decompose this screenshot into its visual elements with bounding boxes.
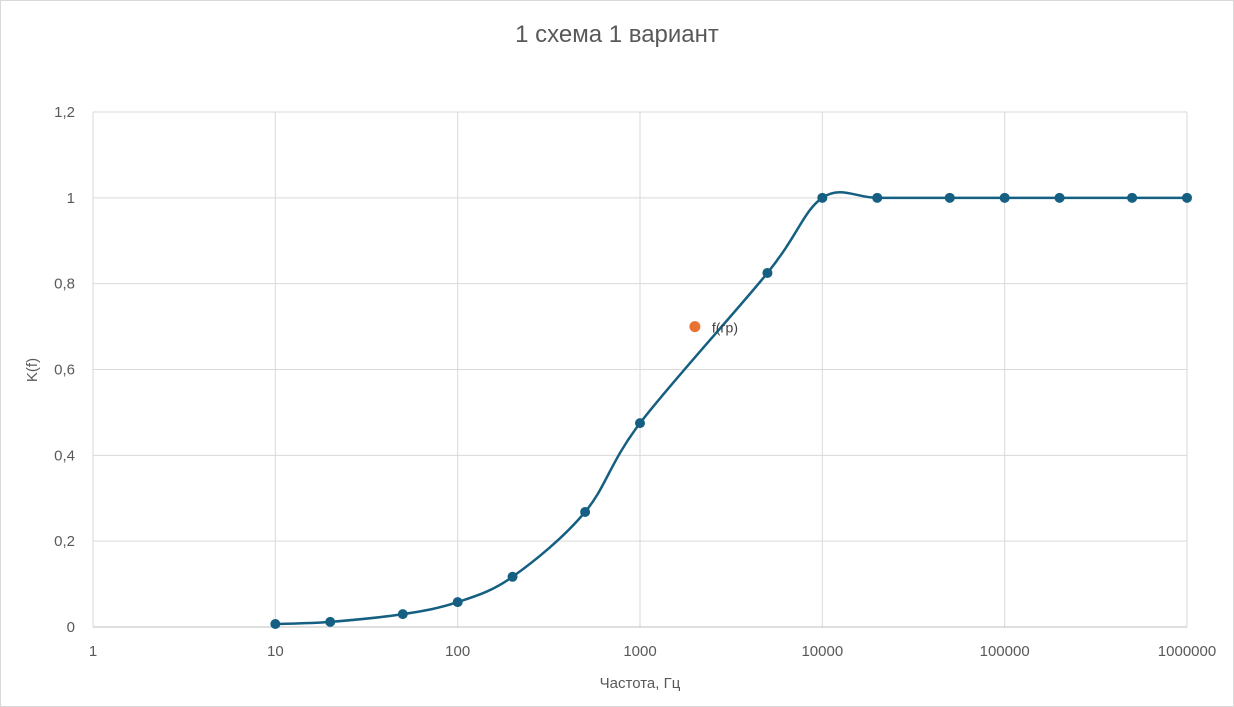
annotation-point	[689, 321, 701, 333]
y-axis-title: K(f)	[24, 358, 41, 382]
data-point	[944, 192, 955, 203]
data-point	[1054, 192, 1065, 203]
data-point	[580, 506, 591, 517]
x-tick-label: 10	[267, 643, 284, 660]
series	[275, 191, 1187, 626]
y-tick-label: 1,2	[54, 104, 75, 121]
x-tick-label: 100000	[980, 643, 1030, 660]
axes: 0 0,2 0,4 0,6 0,8 1 1,2 1 10 100 1000 10000 100000 10…	[54, 104, 1216, 660]
data-point	[817, 192, 828, 203]
x-tick-label: 1000	[623, 643, 656, 660]
x-axis-title: Частота, Гц	[600, 675, 681, 692]
y-tick-label: 0	[67, 619, 75, 636]
data-point	[762, 267, 773, 278]
annotation-label: f(гр)	[712, 320, 738, 336]
annotations: f(гр)	[689, 320, 738, 336]
data-point	[999, 192, 1010, 203]
data-point	[270, 618, 281, 629]
data-point	[1182, 192, 1192, 203]
chart-title: 1 схема 1 вариант	[515, 21, 719, 48]
data-point	[452, 597, 463, 608]
x-tick-label: 1	[89, 643, 97, 660]
y-tick-label: 0,8	[54, 276, 75, 293]
data-point	[325, 616, 336, 627]
data-point	[635, 418, 645, 429]
x-tick-label: 1000000	[1158, 643, 1216, 660]
data-point	[872, 192, 883, 203]
y-tick-label: 1	[67, 190, 75, 207]
x-tick-label: 100	[445, 643, 470, 660]
y-tick-label: 0,6	[54, 362, 75, 379]
data-point	[1127, 192, 1138, 203]
markers	[270, 192, 1192, 629]
y-tick-label: 0,4	[54, 447, 75, 464]
grid	[92, 111, 1188, 627]
y-tick-label: 0,2	[54, 533, 75, 550]
series-line	[275, 191, 1187, 626]
data-point	[397, 609, 408, 620]
x-tick-label: 10000	[801, 643, 843, 660]
data-point	[507, 571, 518, 582]
